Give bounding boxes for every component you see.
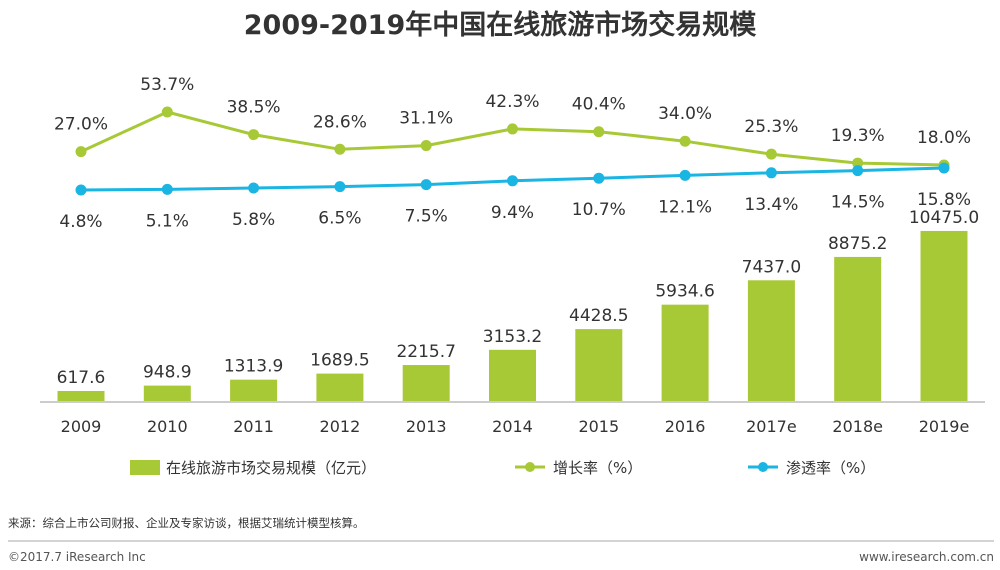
legend-growth-dot bbox=[525, 462, 535, 472]
bar-2016 bbox=[661, 304, 709, 401]
penetration-point-2019e bbox=[938, 162, 950, 174]
bar-value-label-2012: 1689.5 bbox=[310, 351, 369, 371]
penetration-label-2017e: 13.4% bbox=[744, 195, 798, 215]
penetration-point-2015 bbox=[593, 172, 605, 184]
growth-point-2015 bbox=[593, 126, 605, 138]
legend-growth-label: 增长率（%） bbox=[553, 459, 642, 477]
penetration-point-2009 bbox=[75, 184, 87, 196]
penetration-label-2016: 12.1% bbox=[658, 197, 712, 217]
bar-value-label-2013: 2215.7 bbox=[396, 342, 455, 362]
x-tick-2015: 2015 bbox=[578, 417, 619, 436]
growth-point-2014 bbox=[507, 123, 518, 135]
penetration-label-2018e: 14.5% bbox=[831, 193, 885, 213]
penetration-label-2010: 5.1% bbox=[146, 211, 189, 231]
penetration-point-2012 bbox=[334, 181, 346, 193]
bar-2018e bbox=[834, 256, 882, 401]
growth-label-2016: 34.0% bbox=[658, 104, 712, 124]
legend-bar-label: 在线旅游市场交易规模（亿元） bbox=[166, 459, 376, 477]
growth-label-2010: 53.7% bbox=[140, 75, 194, 95]
growth-point-2009 bbox=[75, 146, 87, 158]
x-tick-2014: 2014 bbox=[492, 417, 533, 436]
footer-copyright: ©2017.7 iResearch Inc bbox=[8, 550, 146, 564]
penetration-point-2011 bbox=[248, 182, 260, 194]
x-tick-2009: 2009 bbox=[61, 417, 102, 436]
legend-bar-swatch bbox=[130, 460, 160, 475]
growth-rate-series: 27.0% 53.7% 38.5% 28.6% 31.1% 42.3% 40.4% 34.0%… bbox=[54, 75, 971, 171]
bar-value-label-2016: 5934.6 bbox=[655, 282, 714, 302]
bar-value-label-2015: 4428.5 bbox=[569, 306, 628, 326]
x-tick-2018e: 2018e bbox=[832, 417, 883, 436]
penetration-label-2013: 7.5% bbox=[405, 207, 448, 227]
chart-title: 2009-2019年中国在线旅游市场交易规模 bbox=[244, 9, 757, 41]
growth-label-2017e: 25.3% bbox=[744, 117, 798, 137]
x-tick-2017e: 2017e bbox=[746, 417, 797, 436]
source-note: 来源：综合上市公司财报、企业及专家访谈，根据艾瑞统计模型核算。 bbox=[8, 516, 365, 530]
penetration-point-2017e bbox=[765, 167, 777, 179]
penetration-label-2011: 5.8% bbox=[232, 210, 275, 230]
penetration-label-2012: 6.5% bbox=[318, 209, 361, 229]
growth-point-2016 bbox=[679, 135, 691, 147]
growth-label-2013: 31.1% bbox=[399, 109, 453, 129]
bar-2010 bbox=[143, 385, 191, 401]
growth-point-2010 bbox=[161, 106, 173, 118]
growth-label-2014: 42.3% bbox=[485, 92, 539, 112]
legend: 在线旅游市场交易规模（亿元） 增长率（%） 渗透率（%） bbox=[130, 459, 875, 477]
legend-penetration-dot bbox=[758, 462, 768, 472]
growth-label-2009: 27.0% bbox=[54, 115, 108, 135]
legend-penetration-label: 渗透率（%） bbox=[786, 459, 875, 477]
bar-value-label-2009: 617.6 bbox=[57, 368, 106, 388]
penetration-label-2014: 9.4% bbox=[491, 203, 534, 223]
x-tick-2013: 2013 bbox=[406, 417, 447, 436]
x-tick-2016: 2016 bbox=[665, 417, 706, 436]
penetration-label-2019e: 15.8% bbox=[917, 190, 971, 210]
penetration-point-2014 bbox=[507, 175, 518, 187]
bar-2017e bbox=[747, 280, 795, 401]
x-tick-2012: 2012 bbox=[320, 417, 361, 436]
growth-label-2011: 38.5% bbox=[227, 98, 281, 118]
penetration-rate-series: 4.8% 5.1% 5.8% 6.5% 7.5% 9.4% 10.7% 12.1% 13.4% 1… bbox=[59, 162, 971, 232]
bar-value-label-2019e: 10475.0 bbox=[909, 208, 979, 228]
market-size-series: 617.6 948.9 1313.9 1689.5 2215.7 3153.2 4428.5… bbox=[57, 208, 979, 401]
x-axis-ticks: 2009 2010 2011 2012 2013 2014 2015 2016 2017e 201… bbox=[61, 417, 970, 436]
bar-2013 bbox=[402, 365, 450, 401]
bar-2009 bbox=[57, 390, 105, 401]
x-tick-2011: 2011 bbox=[233, 417, 274, 436]
bar-value-label-2017e: 7437.0 bbox=[742, 257, 801, 277]
growth-label-2015: 40.4% bbox=[572, 95, 626, 115]
bar-2014 bbox=[489, 349, 536, 401]
bar-2012 bbox=[316, 373, 364, 401]
bar-2015 bbox=[575, 329, 623, 401]
bar-value-label-2018e: 8875.2 bbox=[828, 234, 887, 254]
growth-point-2012 bbox=[334, 143, 346, 155]
penetration-point-2010 bbox=[161, 183, 173, 195]
x-tick-2010: 2010 bbox=[147, 417, 188, 436]
bar-value-label-2010: 948.9 bbox=[143, 363, 192, 383]
bar-value-label-2014: 3153.2 bbox=[483, 327, 542, 347]
bar-value-label-2011: 1313.9 bbox=[224, 357, 283, 377]
growth-label-2018e: 19.3% bbox=[831, 126, 885, 146]
penetration-label-2015: 10.7% bbox=[572, 200, 626, 220]
x-tick-2019e: 2019e bbox=[919, 417, 970, 436]
penetration-label-2009: 4.8% bbox=[59, 212, 102, 232]
growth-label-2019e: 18.0% bbox=[917, 128, 971, 148]
growth-label-2012: 28.6% bbox=[313, 112, 367, 132]
penetration-point-2018e bbox=[852, 165, 864, 177]
footer-website: www.iresearch.com.cn bbox=[859, 550, 994, 564]
penetration-point-2016 bbox=[679, 169, 691, 181]
bar-2011 bbox=[230, 379, 278, 401]
growth-point-2013 bbox=[420, 140, 432, 152]
penetration-point-2013 bbox=[420, 179, 432, 191]
growth-rate-line bbox=[80, 110, 945, 167]
growth-point-2017e bbox=[765, 148, 777, 160]
bar-2019e bbox=[920, 230, 968, 401]
growth-point-2018e bbox=[852, 157, 864, 169]
growth-point-2011 bbox=[248, 129, 260, 141]
